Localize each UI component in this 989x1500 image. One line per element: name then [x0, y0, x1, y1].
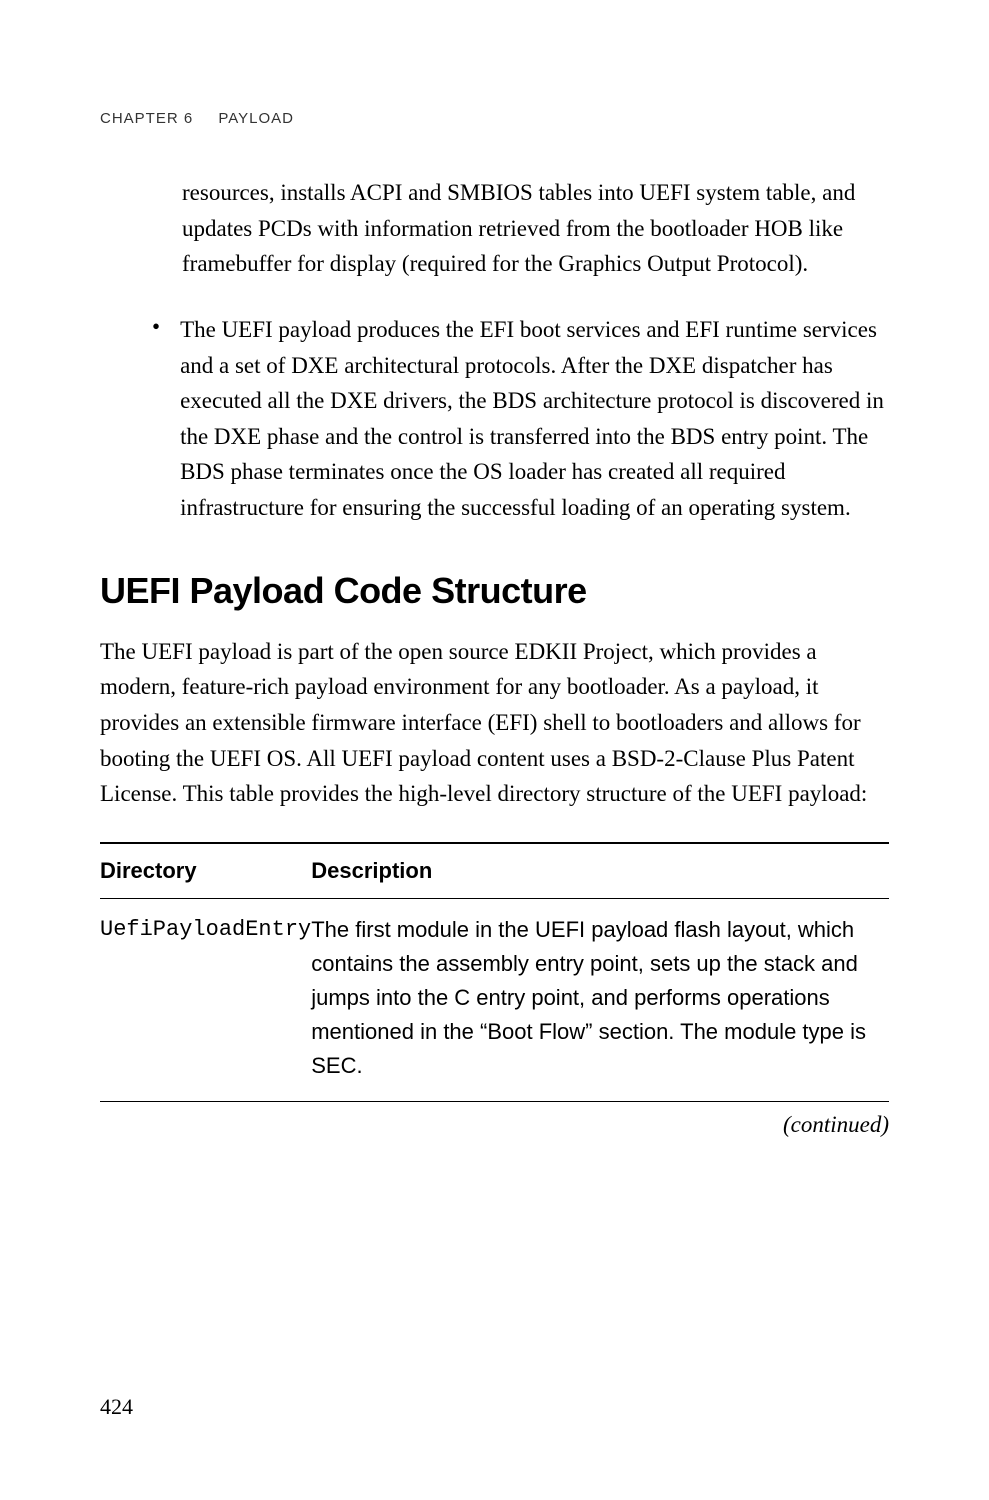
- bullet-text: The UEFI payload produces the EFI boot s…: [180, 312, 889, 526]
- section-heading: UEFI Payload Code Structure: [100, 570, 889, 612]
- table-row: UefiPayloadEntry The first module in the…: [100, 898, 889, 1101]
- chapter-title: PAYLOAD: [218, 110, 294, 127]
- directory-table: Directory Description UefiPayloadEntry T…: [100, 842, 889, 1102]
- column-header-description: Description: [311, 843, 889, 899]
- cell-description: The first module in the UEFI payload fla…: [311, 898, 889, 1101]
- continued-label: (continued): [100, 1112, 889, 1138]
- page-number: 424: [100, 1394, 133, 1420]
- running-header: CHAPTER 6 PAYLOAD: [100, 110, 889, 127]
- bullet-marker: •: [152, 314, 160, 526]
- table-header-row: Directory Description: [100, 843, 889, 899]
- cell-directory: UefiPayloadEntry: [100, 898, 311, 1101]
- column-header-directory: Directory: [100, 843, 311, 899]
- bullet-item: • The UEFI payload produces the EFI boot…: [152, 312, 889, 526]
- chapter-number: CHAPTER 6: [100, 110, 193, 127]
- continuation-paragraph: resources, installs ACPI and SMBIOS tabl…: [182, 175, 889, 282]
- section-paragraph: The UEFI payload is part of the open sou…: [100, 634, 889, 812]
